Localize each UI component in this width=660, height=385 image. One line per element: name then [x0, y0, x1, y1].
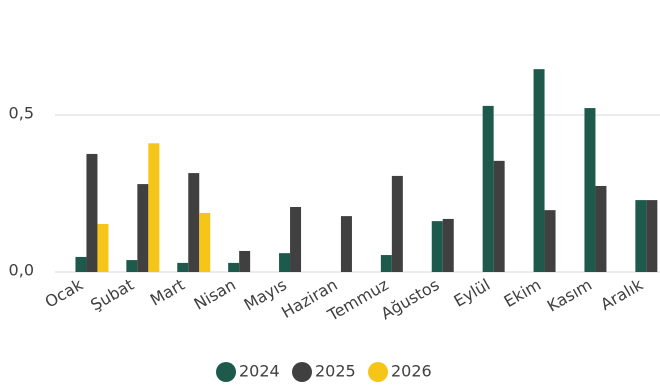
bar: [126, 260, 138, 272]
bar: [86, 153, 98, 272]
bar: [533, 69, 545, 272]
bar: [595, 185, 607, 272]
bar: [635, 200, 647, 272]
bar: [97, 223, 109, 272]
bar: [584, 108, 596, 272]
legend-marker: [292, 362, 312, 382]
x-tick-label: Aralık: [597, 275, 647, 315]
legend-label: 2026: [391, 362, 432, 381]
bar: [199, 212, 211, 272]
bar: [279, 253, 291, 272]
bar: [493, 160, 505, 272]
bar: [290, 207, 302, 272]
y-tick-label: 0,5: [9, 104, 34, 123]
x-tick-label: Kasım: [544, 275, 595, 316]
bar: [646, 200, 658, 272]
x-tick-label: Nisan: [191, 275, 239, 314]
bar: [340, 216, 352, 272]
bar: [177, 262, 189, 272]
x-tick-label: Ekim: [501, 275, 545, 311]
x-tick-label: Mart: [147, 275, 188, 310]
bar: [391, 175, 403, 272]
legend-marker: [368, 362, 388, 382]
bar: [442, 218, 454, 272]
legend-marker: [216, 362, 236, 382]
x-tick-label: Şubat: [87, 275, 137, 315]
bar: [137, 184, 149, 272]
bar: [482, 105, 494, 272]
bar: [239, 250, 251, 272]
bar: [544, 210, 556, 272]
bar: [380, 255, 392, 272]
legend-label: 2025: [315, 362, 356, 381]
bar: [148, 143, 160, 272]
bar: [188, 173, 200, 272]
bar: [75, 256, 87, 272]
legend-label: 2024: [239, 362, 280, 381]
y-tick-label: 0,0: [9, 261, 34, 280]
x-tick-label: Ağustos: [378, 275, 443, 323]
x-tick-label: Ocak: [42, 275, 87, 312]
bar: [431, 221, 443, 272]
bar: [228, 262, 240, 272]
x-tick-label: Eylül: [450, 275, 493, 311]
